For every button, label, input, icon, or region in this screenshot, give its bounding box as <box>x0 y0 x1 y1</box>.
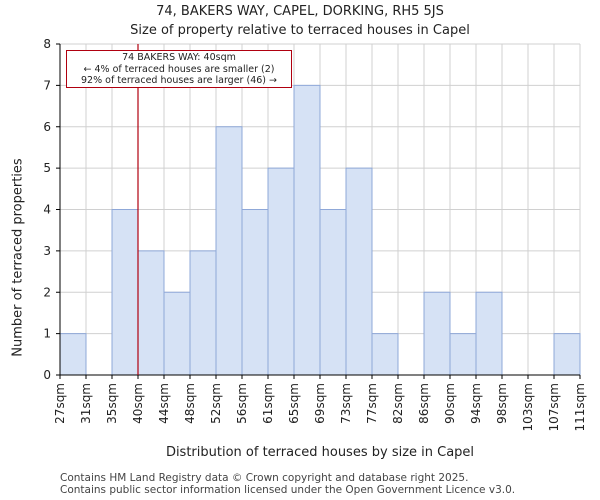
chart-subtitle: Size of property relative to terraced ho… <box>130 23 470 38</box>
annotation-line-2: ← 4% of terraced houses are smaller (2) <box>83 63 275 75</box>
bar <box>293 84 321 376</box>
chart-title: 74, BAKERS WAY, CAPEL, DORKING, RH5 5JS <box>156 4 444 19</box>
y-tick-label: 6 <box>43 120 51 134</box>
footer-line-1: Contains HM Land Registry data © Crown c… <box>60 472 469 484</box>
x-tick-label: 69sqm <box>313 383 327 424</box>
marker-annotation: 74 BAKERS WAY: 40sqm ← 4% of terraced ho… <box>66 50 292 88</box>
x-tick-label: 90sqm <box>443 383 457 424</box>
x-tick-label: 98sqm <box>495 383 509 424</box>
x-tick-label: 86sqm <box>417 383 431 424</box>
x-tick-label: 94sqm <box>469 383 483 424</box>
bar <box>189 250 217 376</box>
x-tick-label: 103sqm <box>521 383 535 431</box>
x-tick-label: 52sqm <box>209 383 223 424</box>
x-tick-label: 77sqm <box>365 383 379 424</box>
y-tick-label: 4 <box>43 203 51 217</box>
x-tick-label: 82sqm <box>391 383 405 424</box>
y-tick-label: 7 <box>43 78 51 92</box>
y-tick-label: 5 <box>43 161 51 175</box>
bar <box>163 291 191 376</box>
x-tick-label: 56sqm <box>235 383 249 424</box>
x-tick-label: 40sqm <box>131 383 145 424</box>
bar <box>241 209 269 376</box>
bar <box>553 333 581 376</box>
bar <box>423 291 451 376</box>
bar <box>345 167 373 376</box>
x-tick-label: 61sqm <box>261 383 275 424</box>
x-axis-label: Distribution of terraced houses by size … <box>165 445 475 460</box>
y-tick-label: 2 <box>43 285 51 299</box>
x-tick-label: 27sqm <box>53 383 67 424</box>
x-tick-label: 107sqm <box>547 383 561 431</box>
bar <box>111 209 139 376</box>
annotation-line-1: 74 BAKERS WAY: 40sqm <box>122 52 236 63</box>
y-axis-label: Number of terraced properties <box>10 158 26 357</box>
x-tick-label: 31sqm <box>79 383 93 424</box>
bar <box>215 126 243 376</box>
bar <box>319 209 347 376</box>
x-tick-label: 111sqm <box>573 383 587 431</box>
bar <box>137 250 165 376</box>
x-tick-label: 35sqm <box>105 383 119 424</box>
bar <box>449 333 477 376</box>
bar <box>267 167 295 376</box>
bar <box>475 291 503 376</box>
bar <box>59 333 87 376</box>
annotation-line-3: 92% of terraced houses are larger (46) → <box>81 75 277 86</box>
footer-line-2: Contains public sector information licen… <box>60 484 516 496</box>
y-tick-label: 3 <box>43 244 51 258</box>
x-tick-label: 65sqm <box>287 383 301 424</box>
y-tick-label: 8 <box>43 37 51 51</box>
y-tick-label: 0 <box>43 368 51 382</box>
x-tick-label: 73sqm <box>339 383 353 424</box>
y-tick-label: 1 <box>43 327 51 341</box>
x-tick-label: 48sqm <box>183 383 197 424</box>
x-tick-label: 44sqm <box>157 383 171 424</box>
bar <box>371 333 399 376</box>
